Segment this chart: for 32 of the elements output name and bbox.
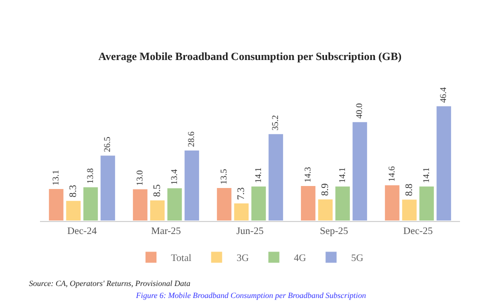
data-label: 46.4 <box>438 86 448 103</box>
x-tick-label: Jun-25 <box>236 226 264 237</box>
data-label: 14.1 <box>252 167 263 183</box>
data-label: 13.5 <box>218 168 228 184</box>
data-label: 28.6 <box>186 130 196 147</box>
data-label: 13.0 <box>134 170 144 186</box>
data-label: 35.2 <box>270 115 280 131</box>
data-label: 8.5 <box>152 184 163 197</box>
data-label: 14.3 <box>302 166 312 182</box>
x-tick-label: Sep-25 <box>320 226 348 237</box>
legend-label: 3G <box>236 253 249 264</box>
data-label: 40.0 <box>354 102 364 119</box>
data-label: 7.3 <box>236 187 247 200</box>
legend-label: Total <box>171 253 192 264</box>
data-label: 14.1 <box>336 167 347 183</box>
source-note: Source: CA, Operators' Returns, Provisional Data <box>29 279 190 288</box>
data-label: 14.6 <box>386 166 396 182</box>
x-tick-label: Mar-25 <box>151 226 181 237</box>
data-label: 8.8 <box>404 184 415 196</box>
x-tick-label: Dec-25 <box>403 226 433 237</box>
data-label: 13.4 <box>168 168 179 185</box>
data-label: 26.5 <box>102 136 112 152</box>
data-label: 14.1 <box>420 167 431 183</box>
chart-title: Average Mobile Broadband Consumption per Subscription (GB) <box>98 51 402 64</box>
data-label: 8.9 <box>320 183 331 196</box>
data-label: 13.1 <box>50 170 60 186</box>
legend-label: 4G <box>294 253 306 264</box>
data-label: 8.3 <box>68 184 79 198</box>
x-tick-label: Dec-24 <box>67 226 97 237</box>
caption: Figure 6: Mobile Broadband Consumption per Broadband Subscription <box>135 291 366 300</box>
legend-label: 5G <box>351 253 364 264</box>
data-label: 13.8 <box>84 168 95 184</box>
